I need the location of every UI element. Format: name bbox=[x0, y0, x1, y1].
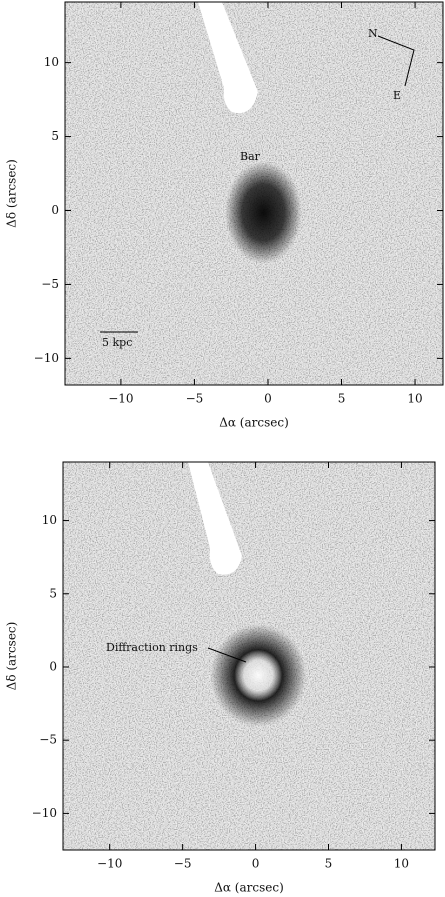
galaxy-core bbox=[210, 624, 307, 727]
y-tick-label: −5 bbox=[39, 733, 57, 747]
saturated-star bbox=[198, 2, 258, 114]
x-axis-label: Δα (arcsec) bbox=[214, 881, 284, 895]
annotation: E bbox=[393, 89, 401, 102]
x-tick-label: 0 bbox=[252, 857, 260, 871]
y-axis-label: Δδ (arcsec) bbox=[5, 159, 19, 228]
x-tick-label: 5 bbox=[338, 392, 346, 406]
galaxy-core bbox=[225, 161, 302, 264]
x-tick-label: −5 bbox=[186, 392, 204, 406]
x-tick-label: −5 bbox=[174, 857, 192, 871]
y-tick-label: −10 bbox=[34, 351, 59, 365]
plot-frame bbox=[62, 461, 436, 851]
y-tick-label: −10 bbox=[32, 806, 57, 820]
x-tick-label: 0 bbox=[264, 392, 272, 406]
saturated-star bbox=[188, 462, 242, 575]
annotation: N bbox=[368, 27, 378, 40]
panel: −10 −5 0 5 10 −10 −5 0 5 10 Δα (arcsec) Δδ (arcsec)… bbox=[5, 461, 436, 895]
x-axis-label: Δα (arcsec) bbox=[219, 416, 289, 430]
annotation: Diffraction rings bbox=[106, 641, 198, 654]
compass bbox=[377, 35, 415, 87]
annotation: 5 kpc bbox=[102, 336, 132, 349]
y-tick-label: −5 bbox=[41, 277, 59, 291]
y-tick-label: 0 bbox=[49, 659, 57, 673]
y-axis-label: Δδ (arcsec) bbox=[5, 622, 19, 691]
x-tick-label: 10 bbox=[394, 857, 409, 871]
panel: −10 −5 0 5 10 −10 −5 0 5 10 Δα (arcsec) Δδ (arcsec)… bbox=[5, 1, 444, 430]
x-tick-label: 5 bbox=[325, 857, 333, 871]
x-tick-label: −10 bbox=[108, 392, 133, 406]
y-tick-label: 5 bbox=[49, 586, 57, 600]
annotation: Bar bbox=[240, 150, 261, 163]
y-tick-label: 10 bbox=[42, 513, 57, 527]
x-tick-label: −10 bbox=[97, 857, 122, 871]
y-tick-label: 0 bbox=[51, 203, 59, 217]
plot-frame bbox=[64, 1, 444, 386]
x-tick-label: 10 bbox=[407, 392, 422, 406]
y-tick-label: 5 bbox=[51, 129, 59, 143]
pointer bbox=[207, 647, 247, 663]
y-tick-label: 10 bbox=[44, 55, 59, 69]
